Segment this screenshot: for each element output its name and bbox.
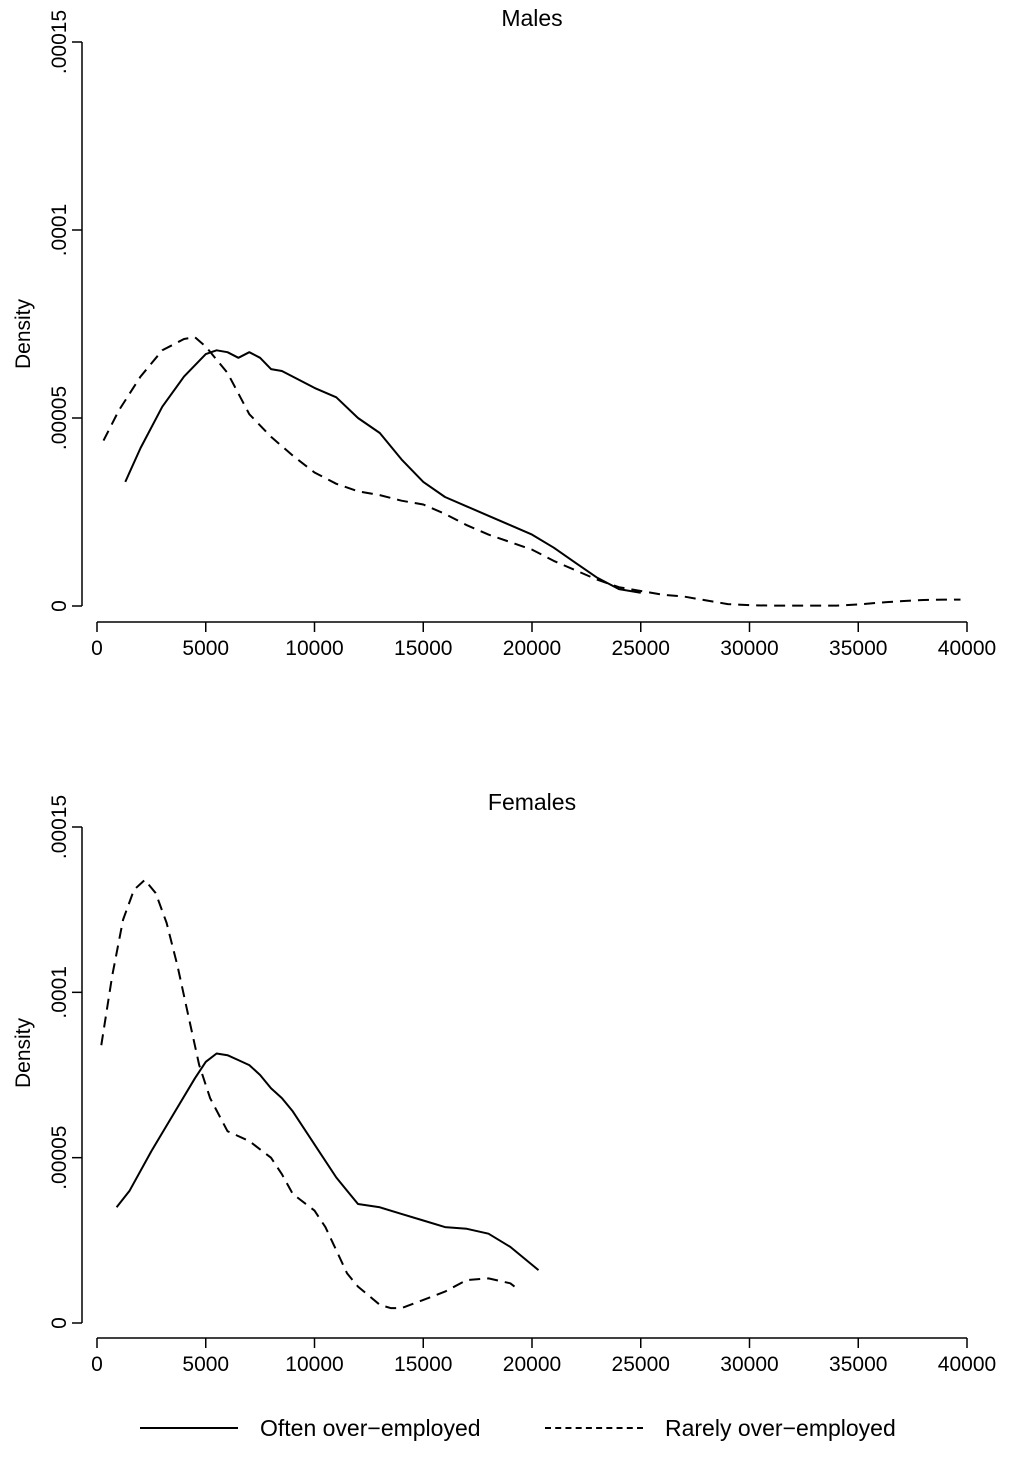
x-tick-label: 10000 — [285, 1353, 343, 1376]
y-tick-label: .00005 — [48, 386, 71, 450]
x-tick-label: 25000 — [612, 1353, 670, 1376]
males-series-rarely — [102, 336, 961, 607]
males-y-axis-label: Density — [12, 298, 35, 369]
y-tick-label: .0001 — [48, 204, 71, 257]
males-panel: Males Density 0 5000 10000 15000 20000 25000 3… — [12, 5, 996, 660]
x-tick-label: 30000 — [720, 1353, 778, 1376]
males-title: Males — [501, 5, 562, 31]
x-tick-label: 0 — [91, 1353, 103, 1376]
y-tick-label: 0 — [48, 1317, 71, 1329]
females-series-rarely — [100, 878, 518, 1310]
x-tick-label: 35000 — [829, 637, 887, 660]
females-title: Females — [488, 789, 576, 815]
legend-swatch-dashed — [545, 1427, 643, 1429]
males-series-often — [124, 349, 641, 594]
legend-item-often: Often over−employed — [140, 1408, 481, 1448]
females-y-axis-label: Density — [12, 1017, 35, 1088]
x-tick-label: 5000 — [182, 637, 229, 660]
legend-label-rarely: Rarely over−employed — [665, 1414, 896, 1441]
legend-swatch-solid — [140, 1427, 238, 1429]
x-tick-label: 20000 — [503, 1353, 561, 1376]
density-figure: Males Density 0 5000 10000 15000 20000 25000 3… — [12, 5, 996, 1376]
x-tick-label: 20000 — [503, 637, 561, 660]
x-tick-label: 15000 — [394, 1353, 452, 1376]
legend: Often over−employed Rarely over−employed — [0, 1408, 1010, 1448]
y-tick-label: .00015 — [48, 10, 71, 74]
y-tick-label: 0 — [48, 600, 71, 612]
x-tick-label: 15000 — [394, 637, 452, 660]
females-series-often — [115, 1052, 540, 1271]
x-tick-label: 40000 — [938, 1353, 996, 1376]
x-tick-label: 35000 — [829, 1353, 887, 1376]
x-tick-label: 5000 — [182, 1353, 229, 1376]
females-panel: Females Density 0 5000 10000 15000 20000 2500… — [12, 789, 996, 1376]
y-tick-label: .00005 — [48, 1126, 71, 1190]
y-tick-label: .0001 — [48, 966, 71, 1019]
x-tick-label: 0 — [91, 637, 103, 660]
y-tick-label: .00015 — [48, 795, 71, 859]
x-tick-label: 30000 — [720, 637, 778, 660]
legend-label-often: Often over−employed — [260, 1414, 481, 1441]
x-tick-label: 25000 — [612, 637, 670, 660]
legend-item-rarely: Rarely over−employed — [545, 1408, 896, 1448]
x-tick-label: 40000 — [938, 637, 996, 660]
x-tick-label: 10000 — [285, 637, 343, 660]
